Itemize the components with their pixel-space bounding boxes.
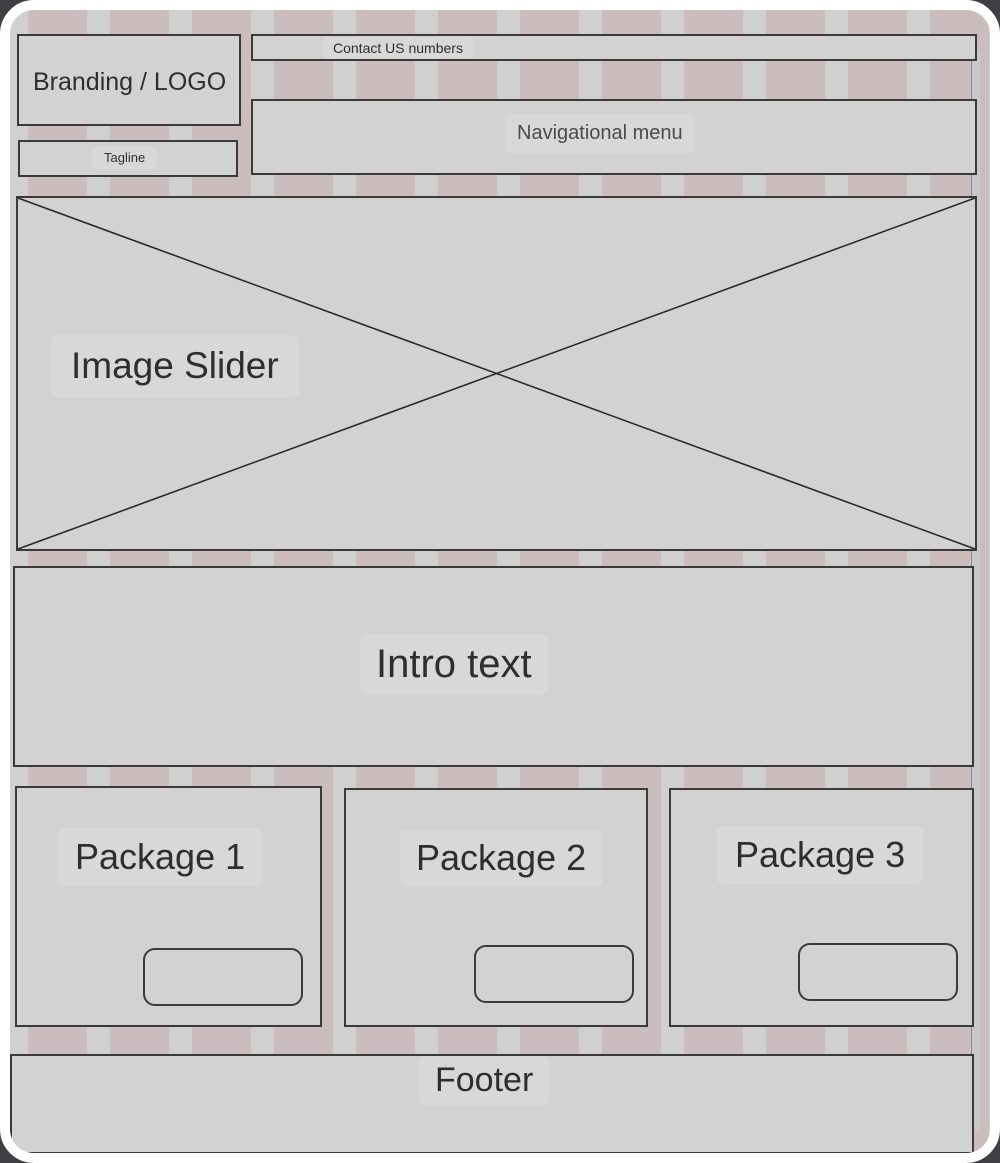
intro-label: Intro text [360, 634, 548, 695]
package-1-button[interactable] [143, 948, 303, 1006]
logo-box: Branding / LOGO [17, 34, 241, 126]
package-3-button[interactable] [798, 943, 958, 1001]
contact-label: Contact US numbers [323, 37, 473, 59]
tagline-label: Tagline [92, 146, 158, 169]
intro-box: Intro text [13, 566, 974, 767]
footer-box: Footer [10, 1054, 974, 1153]
slider-label: Image Slider [51, 335, 299, 397]
package-box-2: Package 2 [344, 788, 648, 1027]
tagline-box: Tagline [18, 140, 238, 177]
placeholder-cross [18, 198, 975, 549]
footer-label: Footer [419, 1056, 550, 1105]
logo-label: Branding / LOGO [33, 68, 227, 96]
package-2-button[interactable] [474, 945, 634, 1003]
nav-box: Navigational menu [251, 99, 977, 175]
package-box-1: Package 1 [15, 786, 322, 1027]
package-label-3: Package 3 [717, 826, 924, 884]
nav-label: Navigational menu [505, 114, 695, 153]
package-box-3: Package 3 [669, 788, 974, 1027]
image-slider-box: Image Slider [16, 196, 977, 551]
package-label-2: Package 2 [400, 829, 603, 887]
package-label-1: Package 1 [57, 828, 264, 886]
contact-box: Contact US numbers [251, 34, 977, 61]
